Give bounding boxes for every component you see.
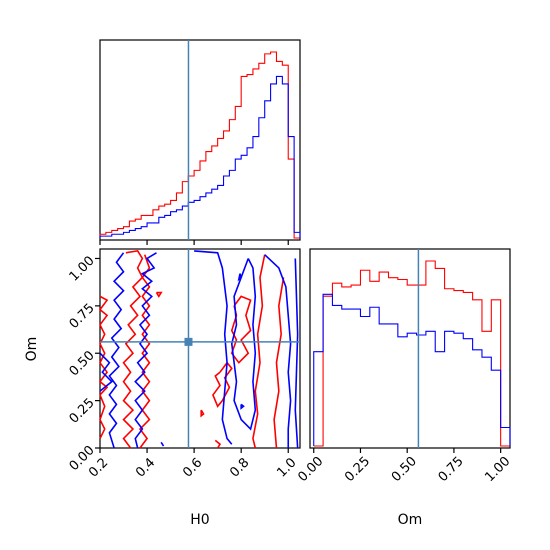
tick-label-h0: 0.8 xyxy=(227,455,252,480)
contour-series-0-line-3 xyxy=(155,291,163,298)
tick-label-om-y: 0.25 xyxy=(67,396,98,427)
contour-series-0-line-9 xyxy=(273,277,285,449)
tick-label-om-x: 0.75 xyxy=(436,454,467,485)
tick-label-h0: 0.4 xyxy=(133,455,158,480)
tick-label-om-x: 0.50 xyxy=(389,454,420,485)
truth-point xyxy=(184,337,193,346)
x-axis-label-om: Om xyxy=(398,512,423,528)
tick-label-om-y: 0.50 xyxy=(67,348,98,379)
contour-series-1-line-7 xyxy=(294,258,299,449)
contour-series-0-line-7 xyxy=(214,439,222,449)
om-histogram-series xyxy=(313,260,511,447)
x-axis-label-h0: H0 xyxy=(190,512,209,528)
contour-series-0-line-6 xyxy=(200,409,205,418)
y-axis-label-om: Om xyxy=(24,337,40,362)
contour-series-1-line-5 xyxy=(230,258,257,431)
h0-histogram-series-1 xyxy=(99,75,301,238)
contour-series-0-line-5 xyxy=(212,361,233,408)
contour-series-1-line-4 xyxy=(194,250,233,445)
contour-series-0-line-0 xyxy=(98,295,109,439)
contour-series xyxy=(98,250,299,449)
h0-histogram-series-0 xyxy=(99,51,300,239)
h0-histogram-panel xyxy=(99,39,301,241)
tick-label-h0: 1.0 xyxy=(274,455,299,480)
tick-label-om-x: 1.00 xyxy=(482,454,513,485)
h0-om-contour-panel xyxy=(99,248,301,449)
contour-series-1-line-8 xyxy=(237,273,243,282)
tick-label-om-x: 0.25 xyxy=(342,454,373,485)
om-histogram-series-1 xyxy=(313,293,511,446)
tick-label-h0: 0.6 xyxy=(180,455,205,480)
h0-histogram-series xyxy=(99,51,301,239)
contour-series-0-line-4 xyxy=(230,295,252,364)
contour-series-1-line-1 xyxy=(108,252,125,449)
om-histogram-series-0 xyxy=(313,260,510,447)
tick-label-om-y: 1.00 xyxy=(67,254,98,285)
contour-series-1-line-9 xyxy=(240,403,245,410)
tick-label-om-x: 0.00 xyxy=(295,454,326,485)
truth-markers xyxy=(100,40,420,448)
contour-series-1-line-2 xyxy=(99,352,113,392)
contour-series-0-line-2 xyxy=(138,254,151,449)
contour-series-0-line-8 xyxy=(252,254,266,449)
axis-ticks xyxy=(95,240,502,453)
contour-series-1-line-3 xyxy=(160,441,165,447)
contour-series-0-line-1 xyxy=(122,250,144,449)
tick-label-om-y: 0.75 xyxy=(67,301,98,332)
om-histogram-panel xyxy=(309,248,511,449)
contour-series-1-line-0 xyxy=(134,252,157,449)
contour-series-1-line-6 xyxy=(264,254,292,448)
